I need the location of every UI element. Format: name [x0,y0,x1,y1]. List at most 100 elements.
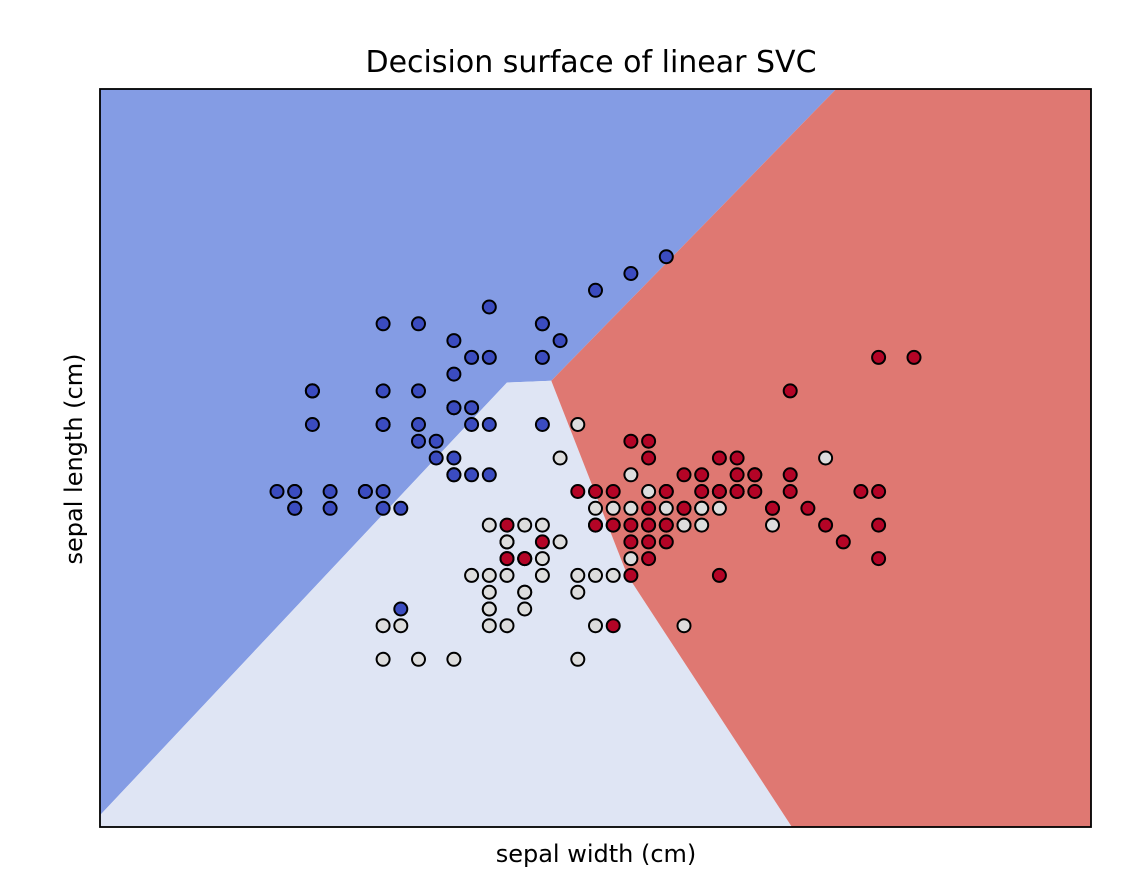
data-point-class-2 [641,500,657,516]
data-point-class-2 [871,349,887,365]
data-point-class-2 [835,534,851,550]
data-point-class-0 [481,417,497,432]
data-point-class-1 [481,567,497,583]
data-point-class-0 [446,400,462,416]
decision-region-class-0 [100,89,837,816]
data-point-class-1 [481,601,497,617]
data-point-class-2 [853,484,869,499]
data-point-class-2 [711,450,727,466]
data-point-class-2 [782,484,798,499]
data-point-class-2 [694,484,710,499]
data-point-class-1 [411,651,426,667]
data-point-class-1 [765,517,780,533]
data-point-class-2 [641,517,657,533]
data-point-class-0 [393,500,409,516]
data-point-class-2 [605,618,621,634]
data-point-class-1 [375,618,391,634]
data-point-class-0 [322,500,338,516]
data-point-class-2 [871,484,887,499]
data-point-class-0 [375,484,391,499]
data-point-class-1 [464,567,480,583]
data-point-class-1 [552,534,568,550]
data-point-class-1 [481,517,497,533]
data-point-class-1 [499,567,515,583]
data-point-class-2 [588,484,603,499]
data-point-class-1 [481,618,497,634]
data-point-class-0 [588,282,603,298]
data-point-class-1 [552,450,568,466]
data-point-class-1 [588,567,603,583]
data-point-class-2 [906,349,922,365]
data-point-class-1 [605,500,621,516]
data-point-class-0 [446,450,462,466]
data-point-class-2 [765,500,780,516]
data-point-class-0 [411,383,426,399]
data-point-class-1 [694,500,710,516]
data-point-class-2 [499,551,515,567]
data-point-class-1 [534,551,550,567]
plot-frame [99,88,1092,828]
data-point-class-0 [446,467,462,483]
data-point-class-2 [658,517,674,533]
data-point-class-1 [517,517,533,533]
data-point-class-0 [393,601,409,617]
data-point-class-1 [375,651,391,667]
data-point-class-1 [676,618,692,634]
data-point-class-0 [411,316,426,332]
data-point-class-0 [464,400,480,416]
data-point-class-1 [641,484,657,499]
data-point-class-0 [375,500,391,516]
data-point-class-0 [411,417,426,432]
data-point-class-2 [641,450,657,466]
data-point-class-2 [517,551,533,567]
data-point-class-0 [464,417,480,432]
data-point-class-2 [658,484,674,499]
data-point-class-2 [711,484,727,499]
data-point-class-2 [534,534,550,550]
data-point-class-2 [623,567,639,583]
data-point-class-0 [428,450,444,466]
data-point-class-0 [428,433,444,449]
data-point-class-0 [481,349,497,365]
data-point-class-1 [499,618,515,634]
data-point-class-0 [658,249,674,265]
data-point-class-0 [287,484,303,499]
data-point-class-0 [287,500,303,516]
data-point-class-1 [393,618,409,634]
data-point-class-2 [676,467,692,483]
decision-regions [100,89,1091,827]
data-point-class-0 [357,484,373,499]
data-point-class-2 [570,484,586,499]
data-point-class-1 [623,500,639,516]
data-point-class-2 [711,567,727,583]
data-point-class-1 [570,651,586,667]
data-point-class-0 [552,333,568,349]
data-point-class-1 [534,517,550,533]
data-point-class-2 [676,500,692,516]
data-point-class-1 [517,601,533,617]
data-point-class-0 [446,366,462,382]
data-point-class-2 [605,484,621,499]
data-point-class-1 [499,534,515,550]
data-point-class-0 [322,484,338,499]
data-point-class-2 [782,383,798,399]
data-point-class-2 [729,450,745,466]
data-point-class-2 [871,551,887,567]
data-point-class-1 [694,517,710,533]
data-point-class-0 [481,299,497,315]
data-point-class-2 [588,517,603,533]
data-point-class-1 [481,584,497,600]
data-point-class-2 [729,484,745,499]
data-point-class-2 [747,467,763,483]
data-point-class-0 [375,383,391,399]
data-point-class-0 [375,417,391,432]
data-point-class-1 [588,618,603,634]
data-point-class-0 [623,266,639,281]
data-point-class-2 [641,551,657,567]
data-point-class-2 [623,517,639,533]
data-point-class-2 [782,467,798,483]
data-point-class-1 [623,551,639,567]
data-point-class-1 [676,517,692,533]
data-point-class-0 [464,349,480,365]
